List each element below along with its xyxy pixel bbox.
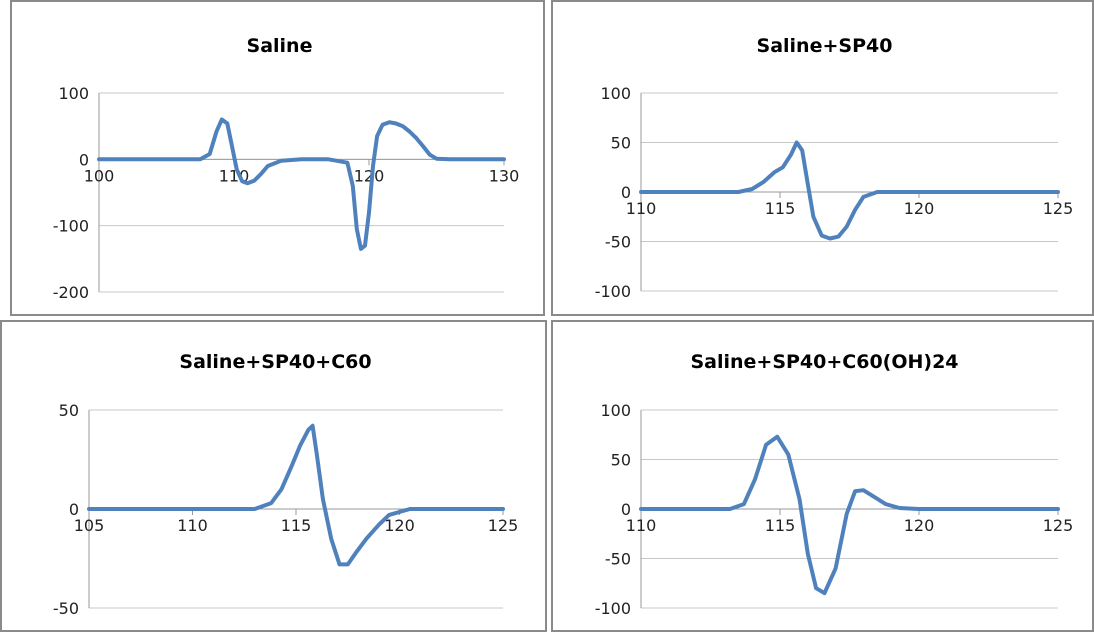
x-tick-label: 100: [84, 166, 115, 185]
series-line-saline-sp40-c60oh24: [639, 434, 1060, 596]
y-tick-label: -100: [595, 282, 631, 301]
x-tick-label: 110: [626, 199, 657, 218]
y-tick-label: 50: [611, 134, 631, 153]
y-tick-label: -50: [605, 233, 631, 252]
x-tick-label: 125: [1043, 199, 1074, 218]
y-tick-label: 100: [58, 84, 89, 103]
chart-panel-saline-sp40-c60: Saline+SP40+C60 50 0 -50 105 110 115 120 125: [0, 320, 547, 632]
y-tick-label: 0: [621, 183, 631, 202]
chart-title: Saline+SP40+C60(OH)24: [690, 351, 958, 373]
series-line-saline-sp40: [639, 140, 1060, 241]
y-tick-label: -200: [53, 283, 89, 302]
y-tick-label: -100: [595, 599, 631, 618]
x-tick-label: 110: [626, 516, 657, 535]
y-tick-label: 0: [621, 500, 631, 519]
chart-saline-sp40-c60: Saline+SP40+C60 50 0 -50 105 110 115 120 125: [53, 351, 519, 618]
x-tick-label: 125: [488, 516, 519, 535]
x-tick-label: 115: [765, 516, 796, 535]
chart-title: Saline+SP40+C60: [179, 351, 371, 373]
chart-panel-saline-sp40: Saline+SP40 100 50 0 -50 -100 110 115 120 125: [551, 0, 1094, 316]
chart-title: Saline+SP40: [757, 35, 893, 57]
y-tick-label: -100: [53, 217, 89, 236]
y-tick-label: 0: [69, 500, 79, 519]
x-tick-label: 120: [904, 199, 935, 218]
chart-saline-sp40: Saline+SP40 100 50 0 -50 -100 110 115 120 125: [595, 35, 1074, 301]
y-tick-label: 50: [611, 451, 631, 470]
y-tick-label: -50: [53, 599, 79, 618]
x-tick-label: 120: [354, 166, 385, 185]
chart-panel-saline-sp40-c60oh24: Saline+SP40+C60(OH)24 100 50 0 -50 -100 110 115…: [551, 320, 1094, 632]
series-line-saline: [97, 117, 506, 251]
x-tick-label: 115: [281, 516, 312, 535]
x-tick-label: 125: [1043, 516, 1074, 535]
x-tick-label: 120: [904, 516, 935, 535]
y-tick-label: 0: [79, 150, 89, 169]
chart-saline-sp40-c60oh24: Saline+SP40+C60(OH)24 100 50 0 -50 -100 110 115…: [595, 351, 1074, 618]
x-tick-label: 110: [177, 516, 208, 535]
chart-title: Saline: [247, 35, 313, 57]
series-line-saline-sp40-c60: [87, 423, 505, 567]
x-tick-label: 105: [74, 516, 105, 535]
y-tick-label: -50: [605, 550, 631, 569]
x-tick-label: 130: [489, 166, 520, 185]
y-tick-label: 100: [600, 401, 631, 420]
x-tick-label: 115: [765, 199, 796, 218]
y-tick-label: 100: [600, 84, 631, 103]
chart-panel-saline: Saline 100 0 -100 -200 100 110 120 130: [10, 0, 545, 316]
x-tick-label: 120: [384, 516, 415, 535]
y-tick-label: 50: [59, 401, 79, 420]
